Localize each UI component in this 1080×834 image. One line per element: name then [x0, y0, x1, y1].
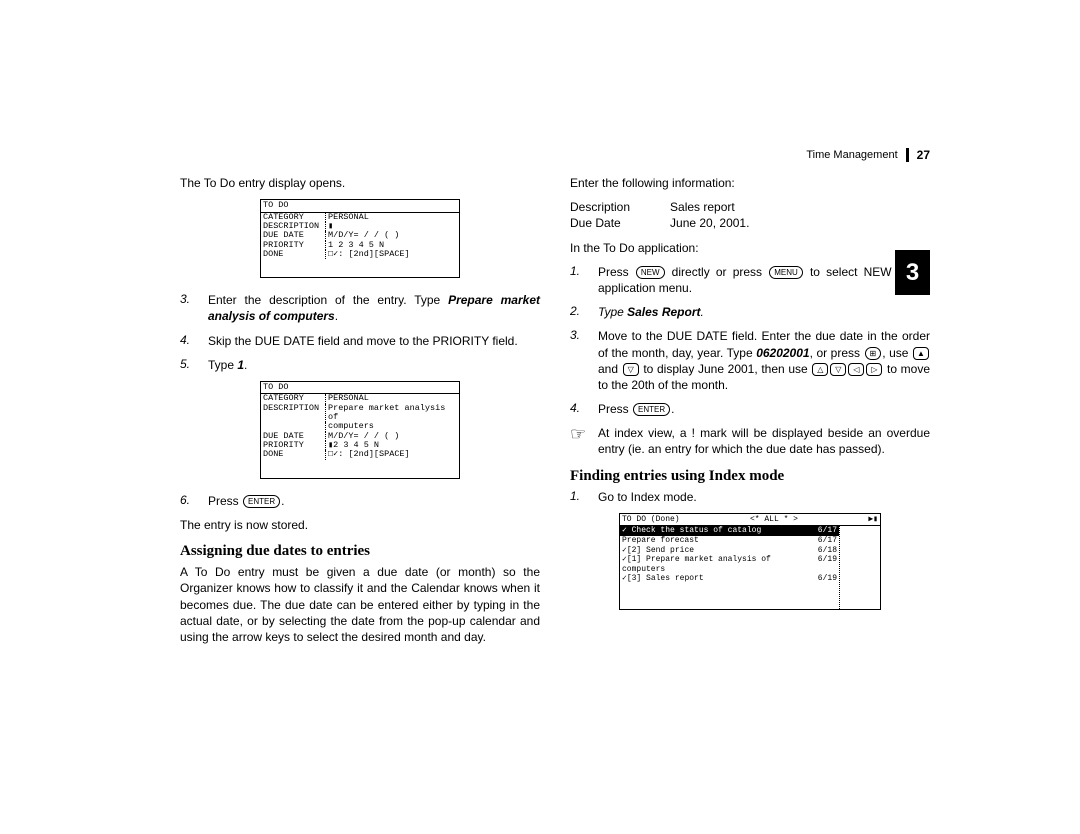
right-column: Enter the following information: Descrip…: [570, 175, 930, 653]
rstep-3: 3. Move to the DUE DATE field. Enter the…: [570, 328, 930, 393]
info-table: Description Sales report Due Date June 2…: [570, 199, 789, 231]
todo-screenshot-blank: TO DO CATEGORYPERSONAL DESCRIPTION▮ DUE …: [260, 199, 460, 278]
stored-text: The entry is now stored.: [180, 517, 540, 533]
page-number: 27: [917, 148, 930, 162]
fstep-1: 1. Go to Index mode.: [570, 489, 930, 505]
two-column-layout: The To Do entry display opens. TO DO CAT…: [180, 175, 930, 653]
step-3: 3. Enter the description of the entry. T…: [180, 292, 540, 324]
arrow-up-icon: △: [812, 363, 828, 376]
calendar-key-icon: ⊞: [865, 347, 882, 360]
rstep-1: 1. Press NEW directly or press MENU to s…: [570, 264, 930, 296]
page-header: Time Management 27: [806, 148, 930, 162]
in-app-text: In the To Do application:: [570, 240, 930, 256]
step-5: 5. Type 1.: [180, 357, 540, 373]
arrow-left-icon: ◁: [848, 363, 864, 376]
step-6: 6. Press ENTER.: [180, 493, 540, 509]
header-divider: [906, 148, 909, 162]
new-key-icon: NEW: [636, 266, 665, 279]
section-name: Time Management: [806, 149, 897, 161]
enter-key-icon: ENTER: [633, 403, 670, 416]
assign-para: A To Do entry must be given a due date (…: [180, 564, 540, 645]
pointing-hand-icon: ☞: [570, 425, 598, 457]
enter-info-text: Enter the following information:: [570, 175, 930, 191]
chapter-tab: 3: [895, 250, 930, 295]
note-pointer: ☞ At index view, a ! mark will be displa…: [570, 425, 930, 457]
rstep-4: 4. Press ENTER.: [570, 401, 930, 417]
manual-page: Time Management 27 3 The To Do entry dis…: [0, 0, 1080, 834]
menu-key-icon: MENU: [769, 266, 803, 279]
arrow-down-icon: ▽: [623, 363, 639, 376]
rstep-2: 2. Type Sales Report.: [570, 304, 930, 320]
intro-text: The To Do entry display opens.: [180, 175, 540, 191]
arrow-right-icon: ▷: [866, 363, 882, 376]
index-screenshot: TO DO (Done) <* ALL * > ▶▮ ✓ Check the s…: [619, 513, 881, 610]
arrow-up-icon: ▲: [913, 347, 929, 360]
left-column: The To Do entry display opens. TO DO CAT…: [180, 175, 540, 653]
subhead-assigning: Assigning due dates to entries: [180, 543, 540, 560]
enter-key-icon: ENTER: [243, 495, 280, 508]
step-4: 4. Skip the DUE DATE field and move to t…: [180, 333, 540, 349]
todo-screenshot-filled: TO DO CATEGORYPERSONAL DESCRIPTIONPrepar…: [260, 381, 460, 479]
subhead-finding: Finding entries using Index mode: [570, 468, 930, 485]
arrow-down-icon: ▽: [830, 363, 846, 376]
